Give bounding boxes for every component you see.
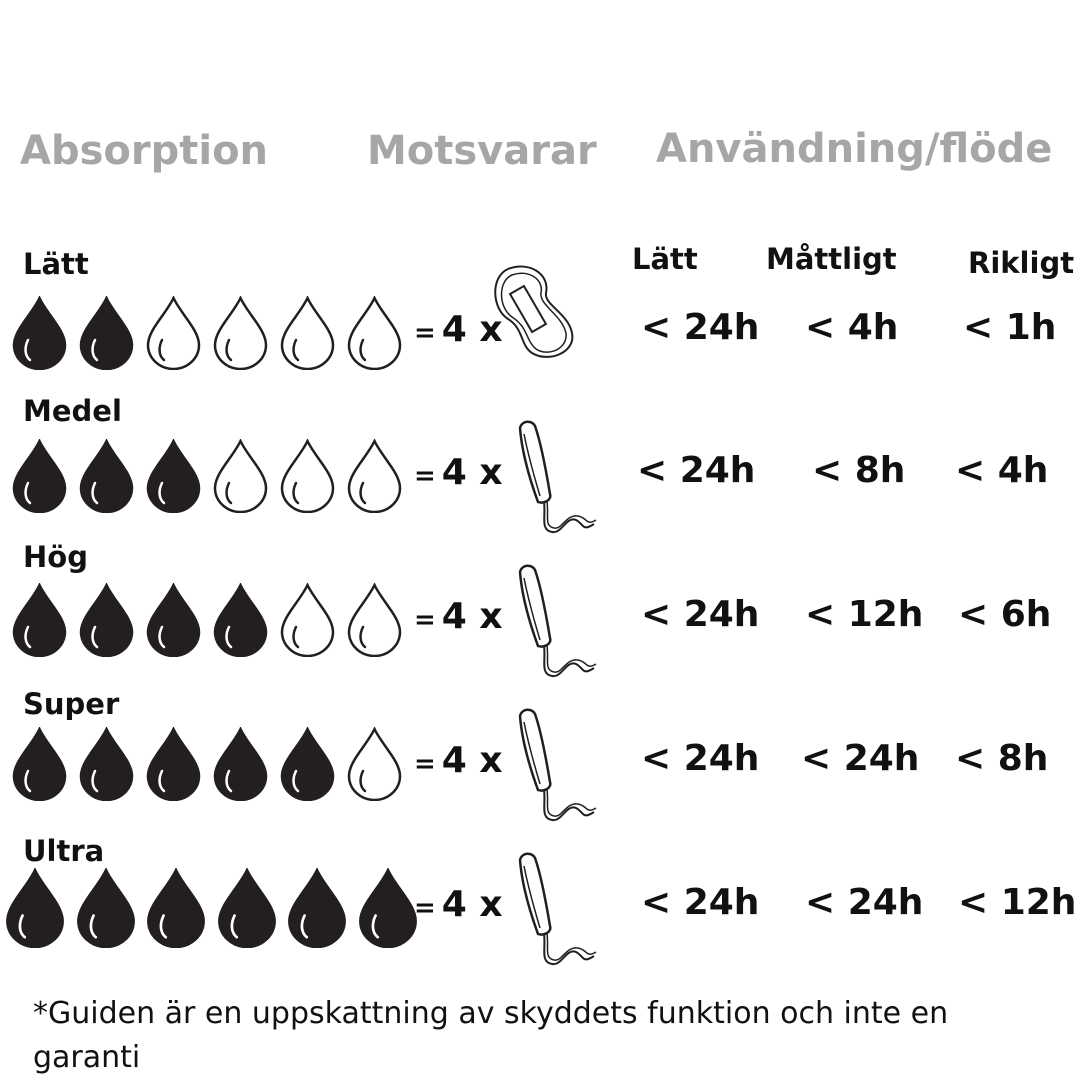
level-label: Lätt	[23, 247, 89, 281]
filled-drop-icon	[12, 439, 67, 513]
usage-time: < 24h	[641, 882, 760, 923]
footnote: *Guiden är en uppskattning av skyddets f…	[33, 996, 949, 1075]
empty-drop-icon	[280, 296, 335, 370]
level-label: Super	[23, 687, 120, 721]
filled-drop-icon	[79, 727, 134, 801]
empty-drop-icon	[280, 439, 335, 513]
empty-drop-icon	[347, 583, 402, 657]
usage-time: < 24h	[637, 450, 756, 491]
flow-col-light: Lätt	[632, 242, 698, 276]
filled-drop-icon	[12, 583, 67, 657]
empty-drop-icon	[347, 296, 402, 370]
flow-col-heavy: Rikligt	[968, 246, 1075, 280]
equivalent-text: = 4 x	[414, 596, 503, 637]
filled-drop-icon	[288, 868, 346, 948]
usage-time: < 6h	[958, 594, 1052, 635]
filled-drop-icon	[79, 583, 134, 657]
usage-time: < 24h	[641, 307, 760, 348]
usage-time: < 8h	[812, 450, 906, 491]
empty-drop-icon	[146, 296, 201, 370]
header-equivalent: Motsvarar	[367, 128, 597, 174]
tampon-icon	[518, 420, 597, 534]
usage-time: < 4h	[955, 450, 1049, 491]
usage-time: < 24h	[641, 594, 760, 635]
filled-drop-icon	[213, 583, 268, 657]
flow-col-moderate: Måttligt	[766, 242, 897, 276]
header-absorption: Absorption	[20, 128, 269, 174]
tampon-icon	[518, 852, 597, 966]
filled-drop-icon	[76, 868, 135, 948]
level-label: Medel	[23, 394, 122, 428]
empty-drop-icon	[213, 439, 268, 513]
empty-drop-icon	[280, 583, 335, 657]
pad-icon	[494, 265, 574, 358]
filled-drop-icon	[147, 868, 205, 948]
level-label: Hög	[23, 540, 88, 574]
tampon-icon	[518, 564, 597, 678]
equivalent-text: = 4 x	[414, 452, 503, 493]
usage-time: < 4h	[805, 307, 899, 348]
filled-drop-icon	[358, 868, 417, 948]
empty-drop-icon	[347, 727, 402, 801]
header-usage: Användning/flöde	[656, 126, 1053, 172]
filled-drop-icon	[12, 727, 67, 801]
usage-time: < 12h	[958, 882, 1077, 923]
equivalent-text: = 4 x	[414, 309, 503, 350]
filled-drop-icon	[6, 868, 64, 948]
usage-time: < 1h	[963, 307, 1057, 348]
equivalent-text: = 4 x	[414, 884, 503, 925]
usage-time: < 24h	[801, 738, 920, 779]
equivalent-text: = 4 x	[414, 740, 503, 781]
usage-time: < 24h	[641, 738, 760, 779]
empty-drop-icon	[347, 439, 402, 513]
filled-drop-icon	[146, 727, 201, 801]
tampon-icon	[518, 708, 597, 822]
filled-drop-icon	[146, 583, 201, 657]
filled-drop-icon	[280, 727, 335, 801]
usage-time: < 12h	[805, 594, 924, 635]
usage-time: < 8h	[955, 738, 1049, 779]
filled-drop-icon	[217, 868, 276, 948]
empty-drop-icon	[213, 296, 268, 370]
usage-time: < 24h	[805, 882, 924, 923]
filled-drop-icon	[79, 296, 134, 370]
filled-drop-icon	[213, 727, 268, 801]
filled-drop-icon	[12, 296, 67, 370]
filled-drop-icon	[146, 439, 201, 513]
filled-drop-icon	[79, 439, 134, 513]
level-label: Ultra	[23, 834, 105, 868]
